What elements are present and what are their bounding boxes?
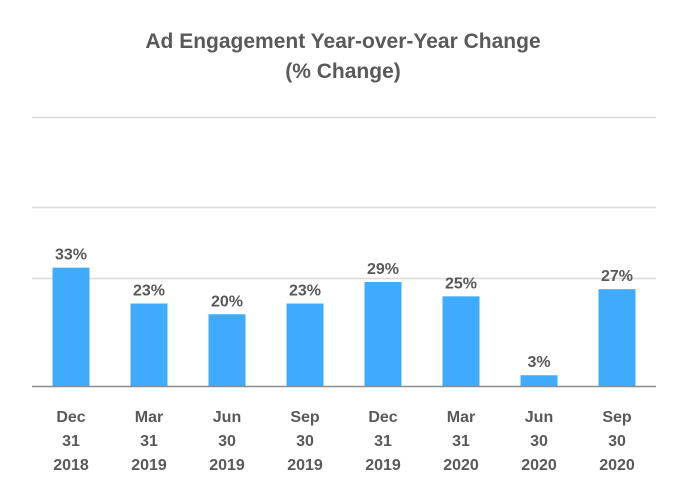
- bar-7: [598, 289, 636, 386]
- x-tick-label-7-0: Sep: [602, 409, 632, 426]
- data-label-6: 3%: [527, 354, 550, 371]
- data-label-0: 33%: [55, 247, 87, 264]
- x-tick-label-5-0: Mar: [447, 409, 475, 426]
- data-label-7: 27%: [601, 268, 633, 285]
- chart-title-line-2: (% Change): [285, 60, 401, 83]
- bar-4: [364, 281, 402, 386]
- x-tick-label-3-2: 2019: [287, 457, 323, 474]
- data-label-1: 23%: [133, 283, 165, 300]
- chart-title-line-1: Ad Engagement Year-over-Year Change: [145, 30, 541, 53]
- data-label-4: 29%: [367, 261, 399, 278]
- x-tick-label-3-1: 30: [296, 433, 314, 450]
- x-tick-label-6-2: 2020: [521, 457, 557, 474]
- x-tick-label-1-0: Mar: [135, 409, 163, 426]
- bar-2: [208, 314, 246, 386]
- x-tick-label-0-2: 2018: [53, 457, 89, 474]
- bar-5: [442, 296, 480, 386]
- x-tick-label-2-2: 2019: [209, 457, 245, 474]
- data-label-5: 25%: [445, 275, 477, 292]
- x-tick-label-5-2: 2020: [443, 457, 479, 474]
- data-label-3: 23%: [289, 283, 321, 300]
- bar-3: [286, 303, 324, 386]
- x-tick-label-2-0: Jun: [213, 409, 241, 426]
- x-tick-label-7-1: 30: [608, 433, 626, 450]
- x-tick-label-5-1: 31: [452, 433, 470, 450]
- bar-1: [130, 303, 168, 386]
- x-tick-label-0-1: 31: [62, 433, 80, 450]
- x-tick-label-6-0: Jun: [525, 409, 553, 426]
- x-tick-label-2-1: 30: [218, 433, 236, 450]
- x-tick-label-4-1: 31: [374, 433, 392, 450]
- bar-6: [520, 375, 558, 386]
- x-tick-label-7-2: 2020: [599, 457, 635, 474]
- x-tick-label-3-0: Sep: [290, 409, 320, 426]
- x-tick-label-4-2: 2019: [365, 457, 401, 474]
- x-tick-label-1-1: 31: [140, 433, 158, 450]
- data-label-2: 20%: [211, 293, 243, 310]
- x-tick-label-1-2: 2019: [131, 457, 167, 474]
- x-tick-label-6-1: 30: [530, 433, 548, 450]
- x-tick-label-0-0: Dec: [56, 409, 85, 426]
- x-tick-label-4-0: Dec: [368, 409, 397, 426]
- bar-0: [52, 267, 90, 386]
